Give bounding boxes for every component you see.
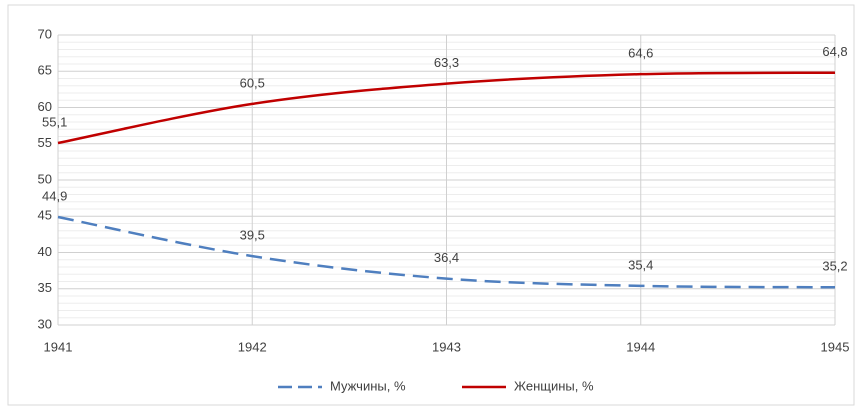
data-label: 35,4 [628, 257, 653, 272]
data-label: 64,6 [628, 46, 653, 61]
y-tick-label: 55 [38, 135, 52, 150]
y-tick-label: 30 [38, 316, 52, 331]
chart-frame [7, 4, 855, 406]
y-tick-label: 50 [38, 171, 52, 186]
data-label: 63,3 [434, 55, 459, 70]
y-tick-label: 70 [38, 26, 52, 41]
data-label: 55,1 [42, 114, 67, 129]
x-tick-label: 1944 [626, 339, 655, 354]
y-tick-label: 65 [38, 63, 52, 78]
series-line [57, 215, 836, 289]
data-label: 39,5 [240, 228, 265, 243]
x-tick-label: 1943 [432, 339, 461, 354]
y-tick-label: 40 [38, 244, 52, 259]
y-tick-label: 45 [38, 208, 52, 223]
data-label: 36,4 [434, 250, 459, 265]
x-tick-label: 1945 [821, 339, 850, 354]
series-line [57, 71, 836, 145]
data-label: 44,9 [42, 188, 67, 203]
x-tick-label: 1941 [44, 339, 73, 354]
data-label: 35,2 [822, 259, 847, 274]
y-tick-label: 35 [38, 280, 52, 295]
y-tick-label: 60 [38, 99, 52, 114]
legend-label: Женщины, % [514, 378, 594, 393]
data-label: 64,8 [822, 44, 847, 59]
x-tick-label: 1942 [238, 339, 267, 354]
legend-label: Мужчины, % [330, 378, 406, 393]
data-label: 60,5 [240, 75, 265, 90]
